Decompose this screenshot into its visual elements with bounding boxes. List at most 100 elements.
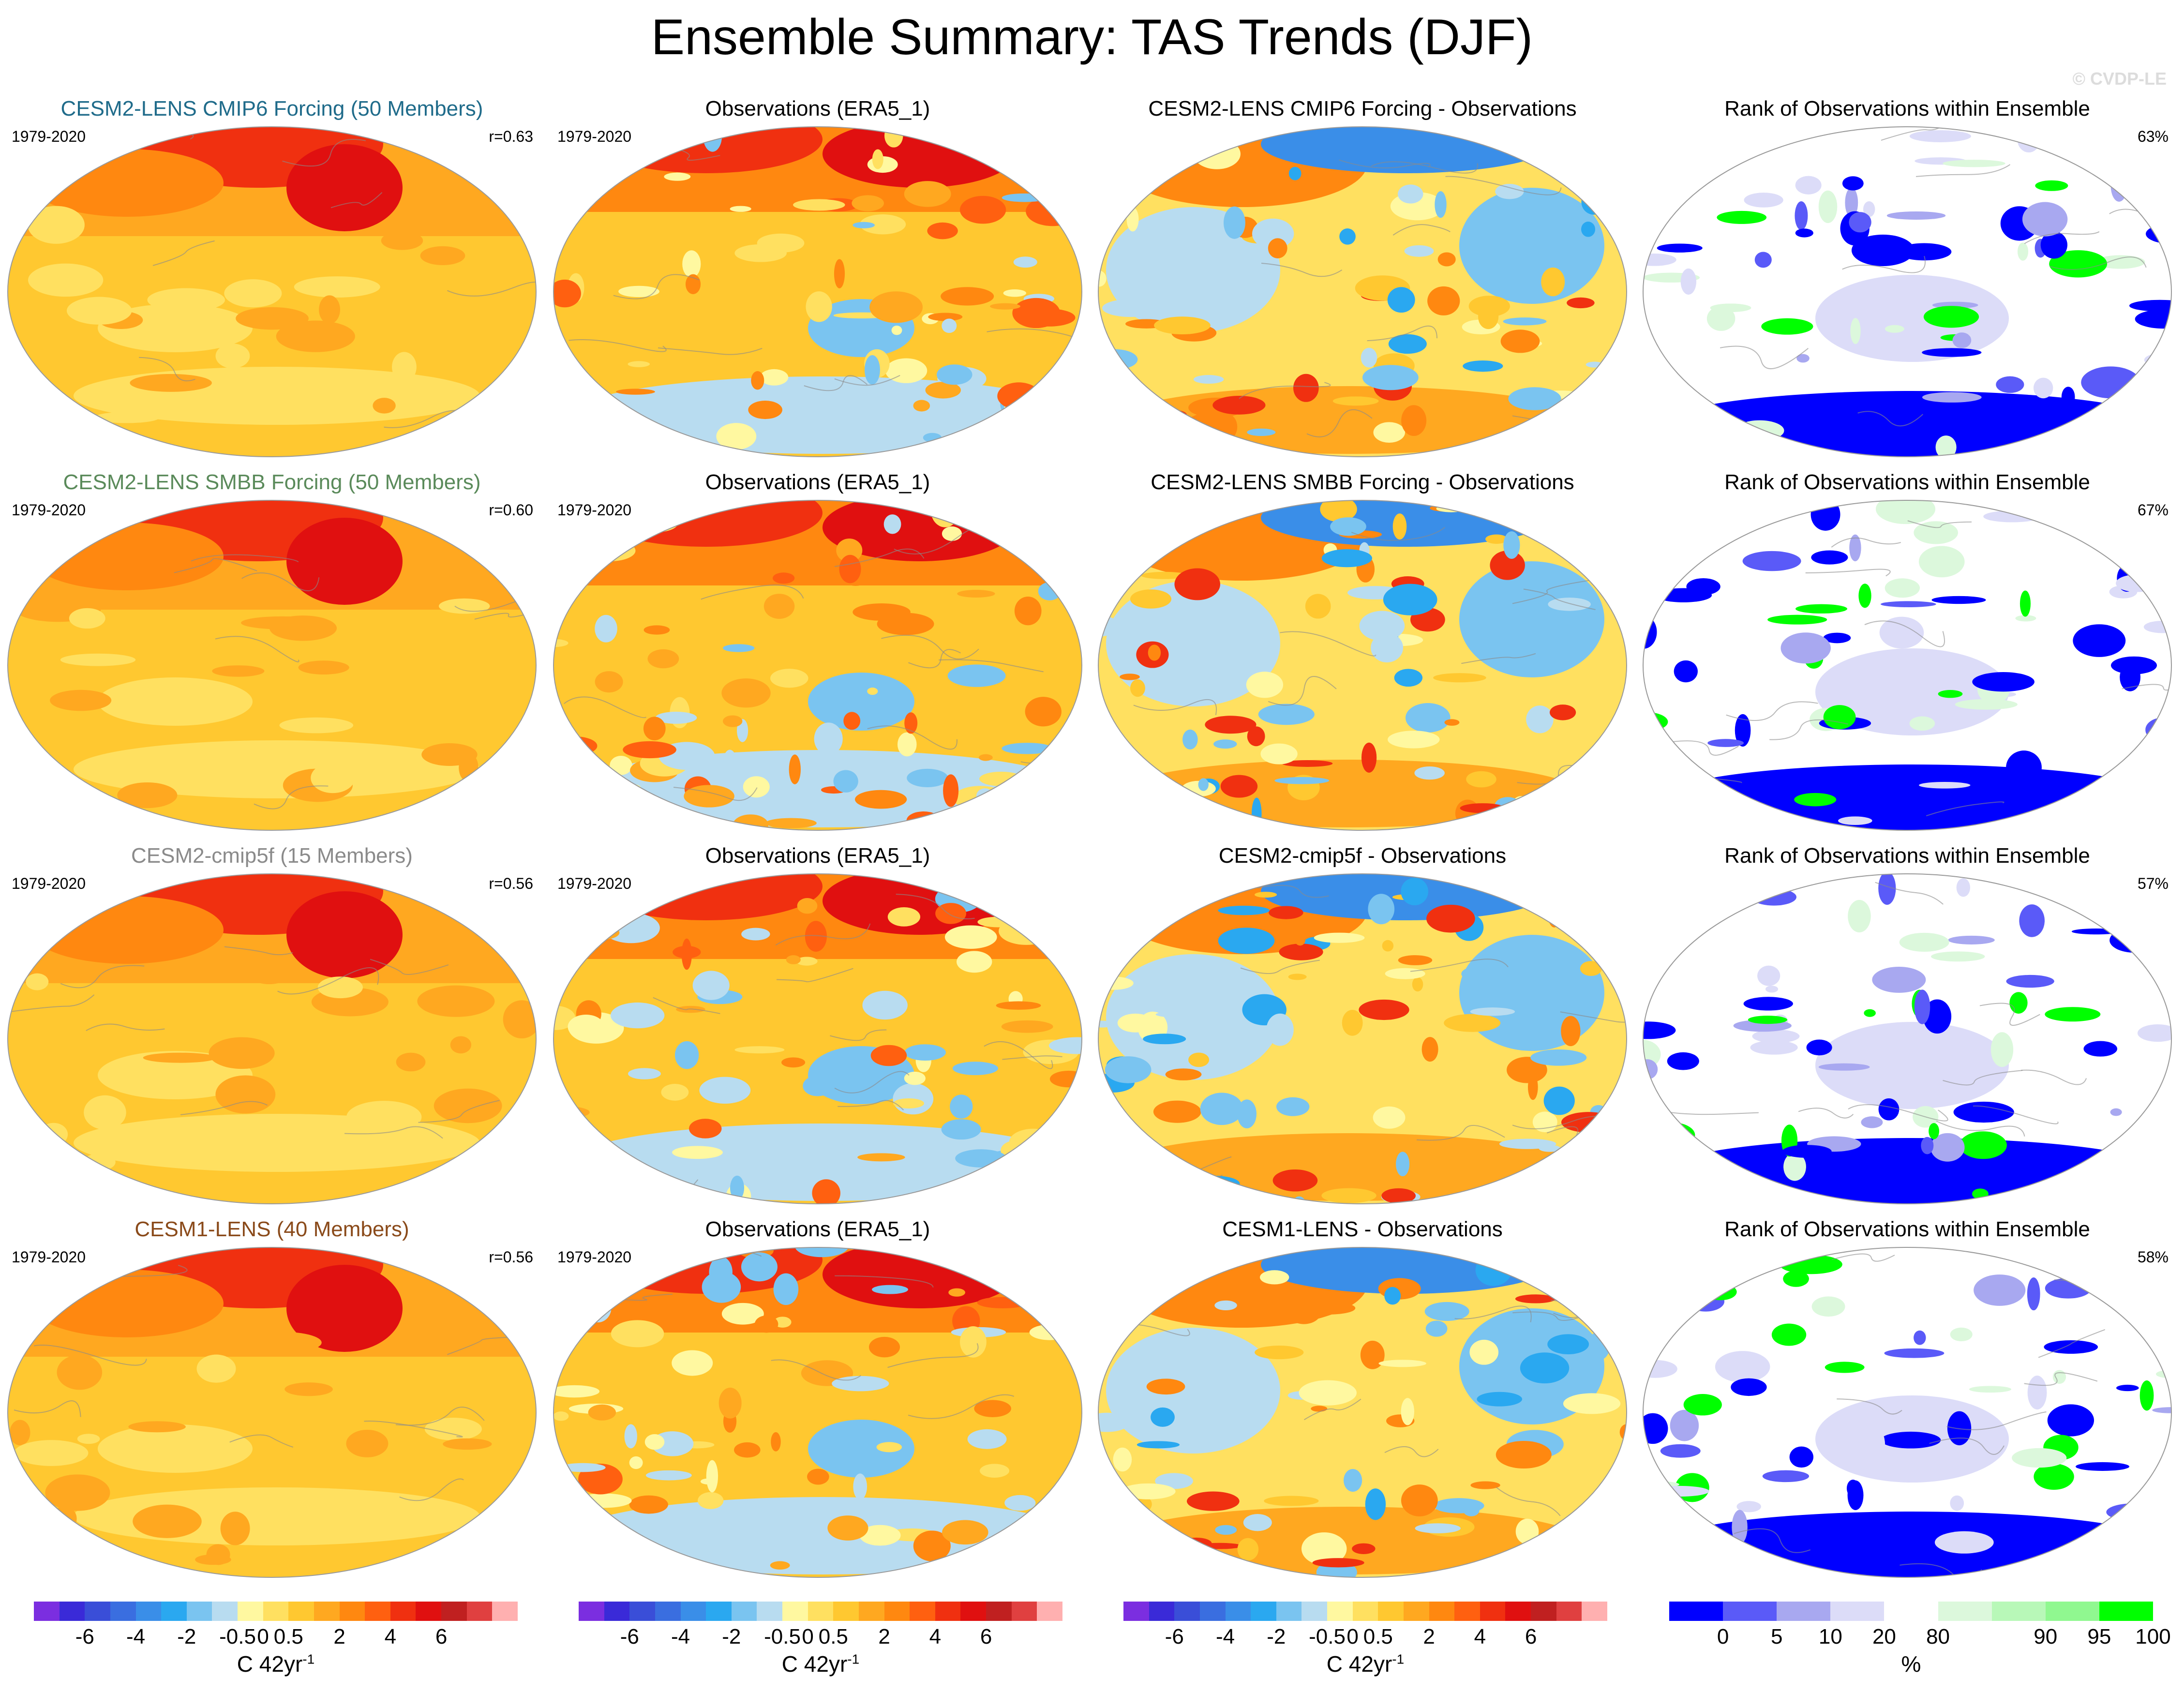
colorbar-swatch	[1327, 1602, 1353, 1621]
colorbar-swatch	[579, 1602, 605, 1621]
panel-title: Observations (ERA5_1)	[705, 1217, 930, 1241]
panel-period: 1979-2020	[557, 875, 632, 892]
panel-title: Observations (ERA5_1)	[705, 470, 930, 494]
units-exponent: -1	[1392, 1651, 1405, 1667]
obs-map-image	[553, 873, 1082, 1204]
colorbar-swatch	[1037, 1602, 1063, 1621]
panel-title: Rank of Observations within Ensemble	[1724, 97, 2090, 120]
map-panel-obs-row3: Observations (ERA5_1) 1979-2020	[552, 844, 1089, 1217]
units-text: C 42yr	[781, 1651, 848, 1677]
colorbar-swatch	[1938, 1602, 1992, 1621]
colorbar-swatch	[910, 1602, 936, 1621]
units-text: C 42yr	[237, 1651, 303, 1677]
colorbar-swatch	[1378, 1602, 1404, 1621]
colorbar-swatch	[858, 1602, 885, 1621]
colorbar-tick-label: 6	[435, 1625, 448, 1648]
panel-period: 1979-2020	[557, 128, 632, 145]
colorbar-tick-label: 2	[1423, 1625, 1435, 1648]
pattern-correlation: r=0.63	[489, 128, 533, 145]
panel-title: CESM2-LENS CMIP6 Forcing (50 Members)	[60, 97, 483, 120]
colorbar-tick-label: -0.5	[1309, 1625, 1346, 1648]
panel-title: CESM2-LENS CMIP6 Forcing - Observations	[1148, 97, 1577, 120]
colorbar-swatch	[960, 1602, 987, 1621]
map-panel-diff-row4: CESM1-LENS - Observations	[1096, 1217, 1633, 1591]
colorbar-tick-label: -6	[620, 1625, 639, 1648]
diff-map-image	[1098, 873, 1627, 1204]
colorbar-units-label: %	[1669, 1651, 2153, 1677]
colorbar-tick-label: 95	[2087, 1625, 2111, 1648]
colorbar-swatch	[731, 1602, 757, 1621]
colorbar-swatch	[1123, 1602, 1150, 1621]
colorbar-tick-label: 0	[1717, 1625, 1729, 1648]
colorbar-tick-label: -2	[1267, 1625, 1286, 1648]
colorbar-tick-label: 0.5	[1363, 1625, 1393, 1648]
colorbar-tick-label: 0	[802, 1625, 814, 1648]
colorbar-swatch	[1251, 1602, 1277, 1621]
colorbar-swatch	[59, 1602, 85, 1621]
colorbar-swatch	[1301, 1602, 1328, 1621]
colorbar-tick-label: -2	[177, 1625, 196, 1648]
units-text: C 42yr	[1326, 1651, 1392, 1677]
colorbar-swatch	[1723, 1602, 1777, 1621]
panel-title: CESM2-cmip5f (15 Members)	[131, 844, 413, 868]
panel-title: CESM1-LENS (40 Members)	[135, 1217, 409, 1241]
colorbar-swatch	[186, 1602, 212, 1621]
pattern-correlation: r=0.56	[489, 875, 533, 892]
panel-title: Rank of Observations within Ensemble	[1724, 844, 2090, 868]
units-exponent: -1	[302, 1651, 315, 1667]
panel-title: CESM2-cmip5f - Observations	[1218, 844, 1507, 868]
colorbar-swatch	[2045, 1602, 2100, 1621]
colorbar-swatch	[1403, 1602, 1430, 1621]
colorbar-swatch	[757, 1602, 783, 1621]
map-panel-diff-row3: CESM2-cmip5f - Observations	[1096, 844, 1633, 1217]
colorbar-swatch	[1429, 1602, 1455, 1621]
colorbar-units-label: C 42yr-1	[579, 1651, 1062, 1677]
obs-map-image	[553, 126, 1082, 457]
pattern-correlation: r=0.60	[489, 501, 533, 519]
map-panel-model-row2: CESM2-LENS SMBB Forcing (50 Members) 1979…	[6, 470, 543, 844]
colorbar-swatch	[1174, 1602, 1200, 1621]
colorbar-tick-label: -6	[1165, 1625, 1184, 1648]
colorbar-tick-label: -0.5	[764, 1625, 801, 1648]
map-panel-rank-row3: Rank of Observations within Ensemble 57%	[1641, 844, 2178, 1217]
colorbar-swatch	[1454, 1602, 1481, 1621]
colorbar-swatch	[1777, 1602, 1831, 1621]
map-panel-model-row4: CESM1-LENS (40 Members) 1979-2020 r=0.56	[6, 1217, 543, 1591]
colorbar-swatch	[1884, 1602, 1939, 1621]
colorbar-tick-label: 0	[257, 1625, 269, 1648]
panel-period: 1979-2020	[12, 875, 86, 892]
rank-map-image	[1643, 1247, 2172, 1578]
colorbar-swatch	[466, 1602, 493, 1621]
colorbar-tick-label: 5	[1770, 1625, 1783, 1648]
colorbar-swatch	[680, 1602, 706, 1621]
colorbar-swatch	[935, 1602, 961, 1621]
colorbar-swatch	[263, 1602, 289, 1621]
colorbar-units-label: C 42yr-1	[1123, 1651, 1607, 1677]
obs-map-image	[553, 500, 1082, 831]
colorbar-swatch	[110, 1602, 136, 1621]
colorbar-swatch	[1011, 1602, 1037, 1621]
map-panel-rank-row4: Rank of Observations within Ensemble 58%	[1641, 1217, 2178, 1591]
colorbar-swatch	[1669, 1602, 1723, 1621]
colorbar-tick-label: 0.5	[818, 1625, 848, 1648]
panel-title: CESM2-LENS SMBB Forcing (50 Members)	[63, 470, 481, 494]
diff-map-image	[1098, 1247, 1627, 1578]
map-panel-obs-row2: Observations (ERA5_1) 1979-2020	[552, 470, 1089, 844]
map-panel-diff-row2: CESM2-LENS SMBB Forcing - Observations	[1096, 470, 1633, 844]
colorbar-swatch	[390, 1602, 416, 1621]
trend-colorbar-1: -6 -4 -2 -0.5 0 0.5 2 4 6 C 42yr-1	[34, 1602, 523, 1689]
diff-map-image	[1098, 126, 1627, 457]
colorbar-swatch	[2099, 1602, 2154, 1621]
colorbar-tick-label: 2	[878, 1625, 890, 1648]
colorbar-tick-label: 0	[1346, 1625, 1359, 1648]
colorbar-swatch	[288, 1602, 314, 1621]
figure-title: Ensemble Summary: TAS Trends (DJF)	[651, 9, 1533, 65]
rank-percentage: 67%	[2137, 501, 2169, 519]
colorbar-swatch	[1225, 1602, 1251, 1621]
pattern-correlation: r=0.56	[489, 1248, 533, 1266]
colorbar-swatch	[1199, 1602, 1226, 1621]
colorbar-swatch	[884, 1602, 910, 1621]
colorbar-tick-label: -2	[722, 1625, 741, 1648]
colorbar-swatch	[1531, 1602, 1557, 1621]
map-panel-rank-row1: Rank of Observations within Ensemble 63%	[1641, 97, 2178, 470]
